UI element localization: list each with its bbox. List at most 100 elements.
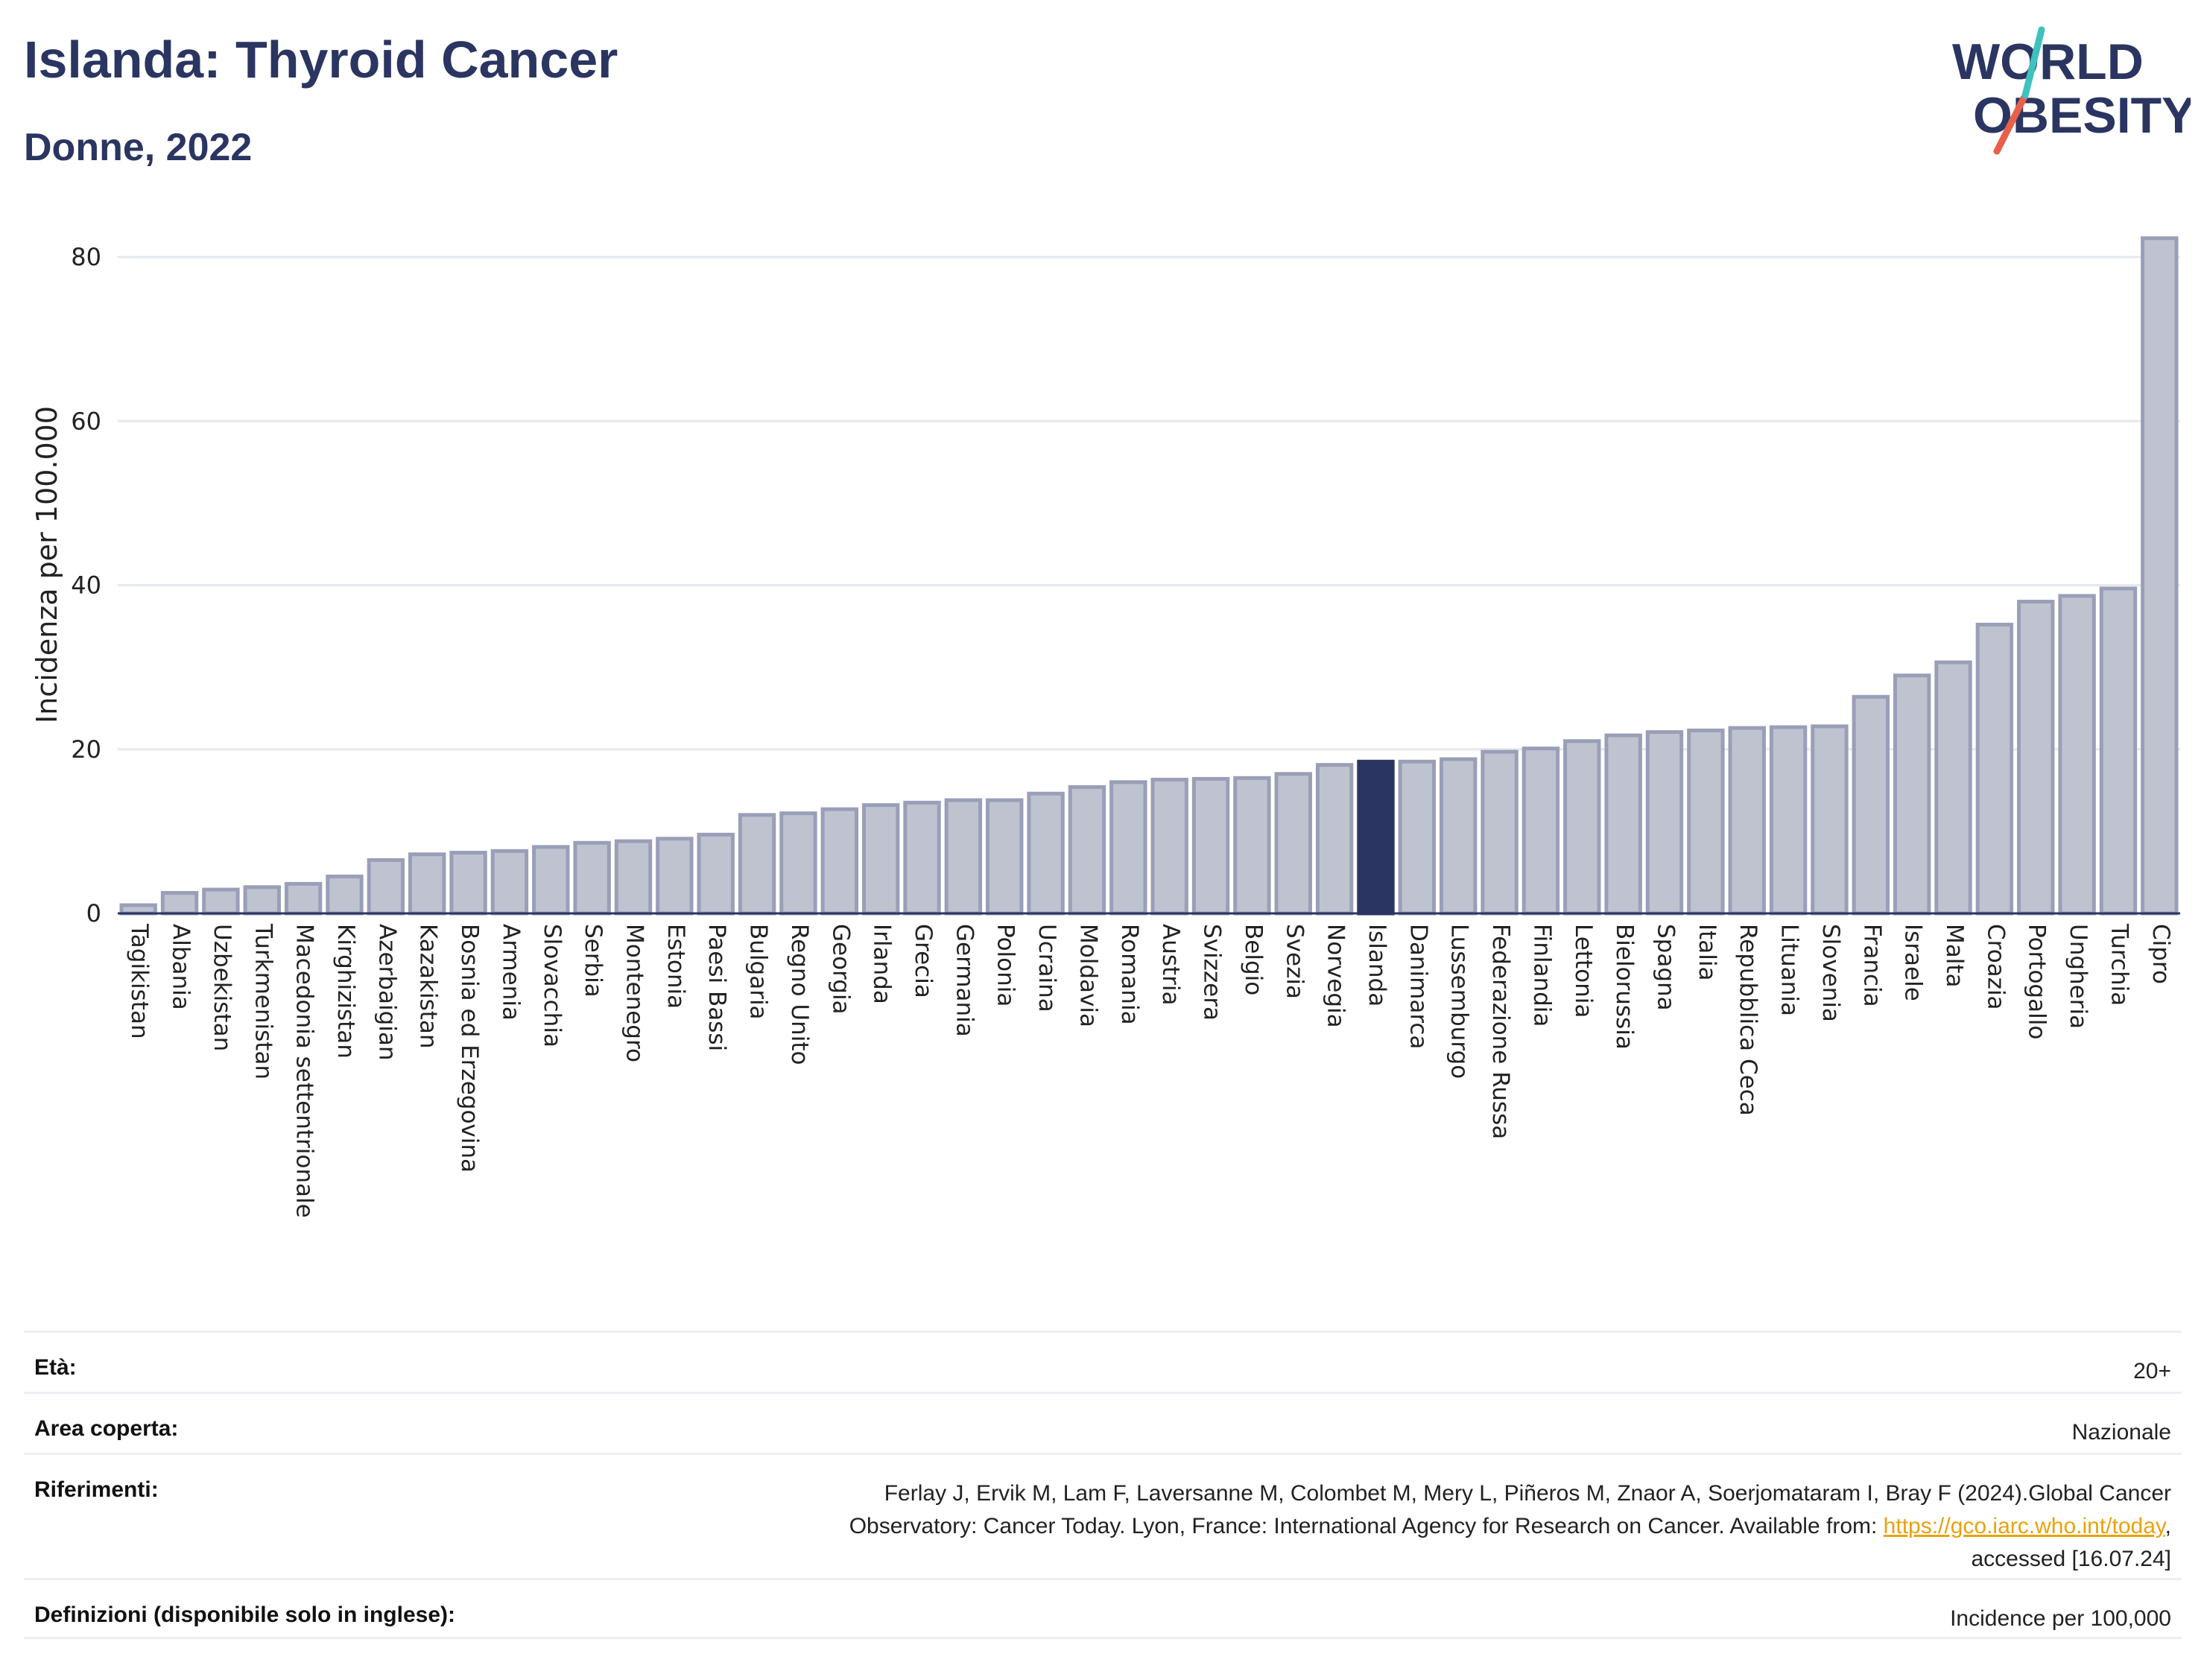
bar-croazia[interactable]	[1975, 622, 2014, 916]
x-tick-label: Cipro	[2147, 924, 2174, 984]
bar-lussemburgo[interactable]	[1440, 757, 1478, 916]
x-tick-label: Bielorussia	[1611, 924, 1638, 1050]
x-tick-label: Lussemburgo	[1446, 924, 1473, 1079]
bar-spagna[interactable]	[1645, 730, 1684, 916]
bar-turkmenistan[interactable]	[243, 885, 281, 916]
world-obesity-logo: WORLD OBESITY	[1952, 26, 2191, 155]
x-tick-label: Armenia	[497, 924, 524, 1021]
bar-belgio[interactable]	[1233, 776, 1271, 916]
bar-turchia[interactable]	[2099, 586, 2138, 916]
x-tick-label: Grecia	[910, 924, 937, 998]
bar-tagikistan[interactable]	[119, 903, 157, 916]
bar-italia[interactable]	[1687, 728, 1725, 916]
category-labels: Tagikistan Albania Uzbekistan Turkmenistan M…	[126, 923, 2174, 1218]
x-tick-label: Tagikistan	[126, 923, 153, 1039]
x-tick-label: Germania	[951, 924, 978, 1037]
x-tick-label: Israele	[1900, 924, 1927, 1001]
bar-federazione-russa[interactable]	[1481, 749, 1519, 916]
bar-islanda[interactable]	[1357, 759, 1395, 916]
x-tick-label: Estonia	[662, 924, 689, 1009]
x-tick-label: Polonia	[992, 924, 1019, 1007]
bar-lettonia[interactable]	[1563, 739, 1601, 916]
bar-montenegro[interactable]	[614, 839, 653, 916]
x-tick-label: Montenegro	[621, 924, 648, 1062]
bar-georgia[interactable]	[820, 807, 858, 916]
bar-romania[interactable]	[1109, 780, 1147, 916]
bar-regno-unito[interactable]	[779, 811, 817, 916]
bar-svizzera[interactable]	[1191, 776, 1230, 916]
bars	[119, 236, 2179, 916]
x-tick-label: Malta	[1941, 924, 1968, 988]
bar-macedonia-settentrionale[interactable]	[284, 881, 323, 916]
bar-uzbekistan[interactable]	[202, 887, 240, 916]
x-tick-label: Portogallo	[2024, 924, 2051, 1039]
bar-cipro[interactable]	[2141, 236, 2179, 916]
info-label-definitions: Definizioni (disponibile solo in inglese…	[34, 1603, 456, 1627]
bar-armenia[interactable]	[490, 849, 529, 916]
x-tick-label: Kazakistan	[415, 924, 442, 1049]
info-label-age: Età:	[34, 1355, 77, 1380]
bar-kazakistan[interactable]	[408, 852, 446, 916]
bar-svezia[interactable]	[1274, 772, 1312, 916]
y-tick-label: 40	[71, 571, 101, 600]
bar-germania[interactable]	[944, 798, 983, 916]
bar-polonia[interactable]	[986, 798, 1024, 916]
info-value-area: Nazionale	[2071, 1420, 2171, 1445]
bar-moldavia[interactable]	[1068, 784, 1106, 916]
bar-irlanda[interactable]	[861, 803, 900, 916]
x-tick-label: Paesi Bassi	[703, 924, 730, 1051]
bar-bosnia-ed-erzegovina[interactable]	[449, 851, 487, 916]
bar-albania[interactable]	[160, 890, 199, 916]
bar-kirghizistan[interactable]	[326, 874, 364, 916]
bar-francia[interactable]	[1852, 694, 1890, 916]
y-tick-label: 20	[71, 735, 101, 764]
x-tick-label: Turchia	[2106, 923, 2132, 1006]
x-tick-label: Turkmenistan	[250, 923, 276, 1080]
x-tick-label: Serbia	[580, 924, 607, 998]
info-label-references: Riferimenti:	[34, 1477, 159, 1502]
x-tick-label: Macedonia settentrionale	[291, 924, 318, 1218]
x-tick-label: Spagna	[1653, 924, 1679, 1011]
info-value-definitions: Incidence per 100,000	[1950, 1606, 2171, 1631]
reference-link[interactable]: https://gco.iarc.who.int/today	[1883, 1514, 2165, 1538]
x-tick-label: Bosnia ed Erzegovina	[456, 924, 483, 1173]
x-tick-label: Albania	[168, 924, 194, 1010]
x-tick-label: Azerbaigian	[373, 924, 400, 1061]
bar-ungheria[interactable]	[2058, 594, 2096, 916]
reference-comma: ,	[2165, 1514, 2171, 1538]
bar-estonia[interactable]	[656, 837, 694, 916]
bar-lituania[interactable]	[1769, 725, 1808, 916]
info-value-age: 20+	[2133, 1359, 2171, 1383]
bar-grecia[interactable]	[903, 800, 941, 916]
x-tick-label: Kirghizistan	[332, 924, 359, 1059]
info-row-definitions: Definizioni (disponibile solo in inglese…	[24, 1578, 2182, 1639]
bar-azerbaigian[interactable]	[367, 858, 405, 916]
bar-malta[interactable]	[1934, 660, 1972, 916]
bar-slovacchia[interactable]	[532, 845, 570, 916]
logo-line2: OBESITY	[1973, 87, 2191, 144]
info-label-area: Area coperta:	[34, 1416, 179, 1441]
x-tick-label: Ungheria	[2065, 924, 2091, 1029]
x-tick-label: Italia	[1694, 924, 1720, 981]
bar-austria[interactable]	[1150, 778, 1188, 916]
bar-slovenia[interactable]	[1811, 724, 1849, 916]
x-tick-label: Croazia	[1982, 924, 2009, 1010]
bar-ucraina[interactable]	[1027, 791, 1065, 916]
bar-repubblica-ceca[interactable]	[1728, 726, 1766, 916]
bar-bulgaria[interactable]	[738, 813, 776, 916]
axes: 0 20 40 60 80 Incidenza per 100.000	[31, 243, 2180, 928]
bar-bielorussia[interactable]	[1604, 733, 1642, 916]
bar-paesi-bassi[interactable]	[697, 832, 735, 916]
y-axis-title: Incidenza per 100.000	[31, 406, 63, 723]
bar-portogallo[interactable]	[2017, 600, 2055, 916]
bar-serbia[interactable]	[573, 840, 611, 916]
bar-danimarca[interactable]	[1398, 759, 1437, 916]
logo-slash-coral	[1993, 92, 2029, 155]
bar-norvegia[interactable]	[1315, 763, 1354, 916]
reference-line-1: Ferlay J, Ervik M, Lam F, Laversanne M, …	[884, 1481, 2171, 1506]
bar-israele[interactable]	[1893, 673, 1931, 916]
x-tick-label: Romania	[1116, 924, 1143, 1025]
y-tick-label: 60	[71, 407, 101, 435]
y-tick-label: 80	[71, 243, 101, 271]
bar-finlandia[interactable]	[1521, 747, 1560, 916]
